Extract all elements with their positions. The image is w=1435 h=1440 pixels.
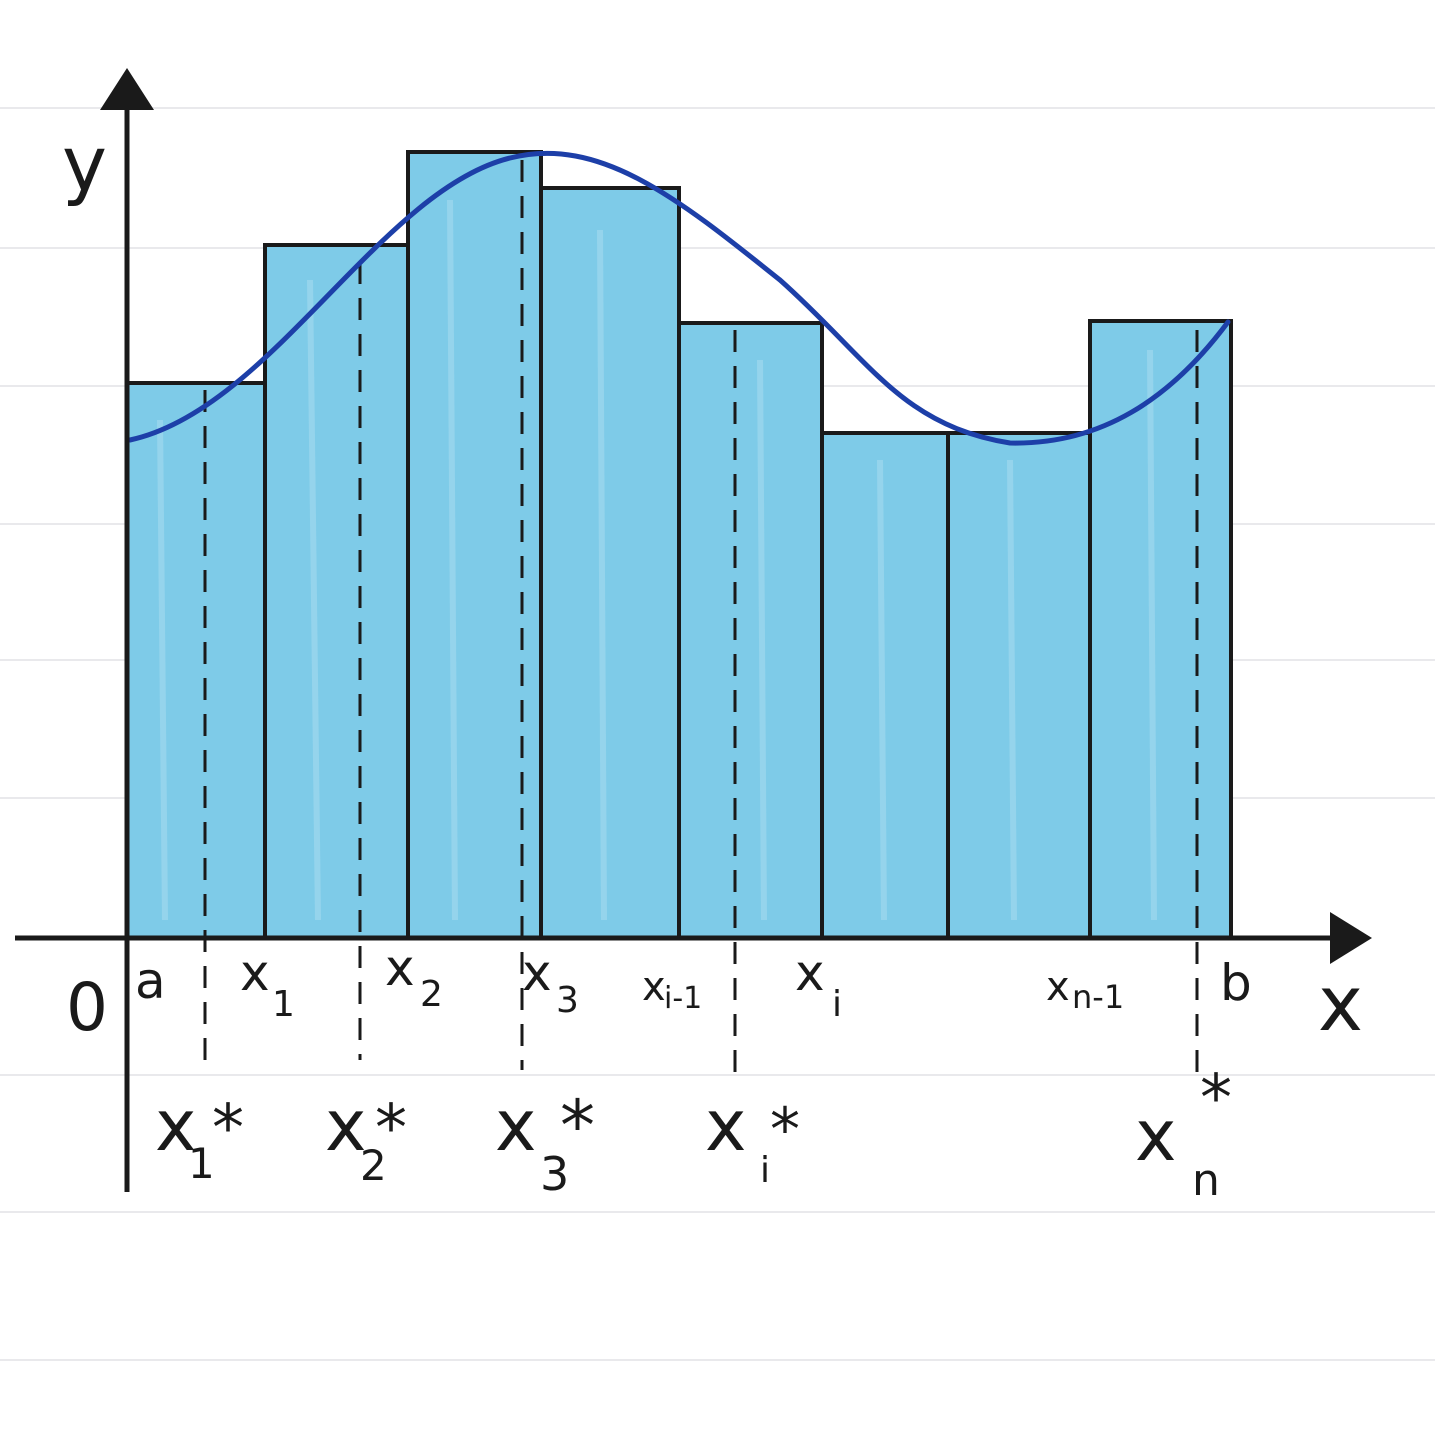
y-axis-arrowhead: [100, 68, 154, 110]
sample-label-x2: x: [325, 1085, 366, 1167]
sample-label-x3: x: [495, 1085, 536, 1167]
sample-label-xi-star: *: [770, 1095, 800, 1165]
label-a: a: [135, 952, 166, 1010]
sample-label-xn: x: [1135, 1095, 1176, 1177]
sample-label-x1: x: [155, 1085, 196, 1167]
rectangle-8: [1088, 319, 1233, 940]
rectangle-7: [946, 431, 1092, 940]
sample-point-dashes: [203, 160, 1199, 1085]
sample-label-x2-sub: 2: [360, 1141, 387, 1190]
rectangle-4: [539, 186, 681, 940]
label-xn-minus-1: x: [1046, 964, 1070, 1010]
sample-label-xn-sub: n: [1192, 1155, 1220, 1206]
pencil-texture: [157, 199, 1157, 921]
label-xi-minus-1-sub: i-1: [664, 981, 702, 1016]
sample-label-xi-sub: i: [760, 1150, 770, 1191]
function-curve: [127, 150, 1231, 446]
x-axis-label: x: [1318, 959, 1363, 1048]
sample-label-x1-sub: 1: [188, 1139, 215, 1188]
label-xn-minus-1-sub: n-1: [1072, 978, 1124, 1016]
sample-label-x3-star: *: [560, 1085, 595, 1167]
label-xi: x: [795, 944, 825, 1002]
y-axis-label: y: [62, 119, 107, 208]
label-x1: x: [240, 944, 270, 1002]
rectangle-5: [677, 321, 824, 940]
label-x1-sub: 1: [272, 984, 295, 1025]
axes: [15, 95, 1345, 1192]
label-x2: x: [385, 939, 415, 997]
rectangle-1: [125, 381, 267, 940]
partition-labels: a x 1 x 2 x 3 x i-1 x i x n-1 b: [135, 939, 1252, 1025]
label-x3: x: [522, 944, 552, 1002]
sample-label-x2-star: *: [375, 1092, 407, 1166]
label-xi-sub: i: [832, 984, 842, 1025]
x-axis-arrowhead: [1330, 912, 1372, 964]
sample-label-x1-star: *: [212, 1092, 244, 1166]
label-b: b: [1220, 954, 1252, 1012]
origin-label: 0: [66, 969, 108, 1046]
sample-label-x3-sub: 3: [540, 1147, 569, 1201]
sample-label-xn-star: *: [1200, 1062, 1232, 1136]
label-xi-minus-1: x: [642, 964, 666, 1010]
sample-label-xi: x: [705, 1085, 746, 1167]
label-x2-sub: 2: [420, 974, 443, 1015]
label-x3-sub: 3: [556, 980, 579, 1021]
riemann-rectangles: [125, 150, 1233, 940]
sample-labels: x 1 * x 2 * x 3 * x i * x n *: [155, 1062, 1232, 1206]
rectangle-2: [263, 243, 410, 940]
